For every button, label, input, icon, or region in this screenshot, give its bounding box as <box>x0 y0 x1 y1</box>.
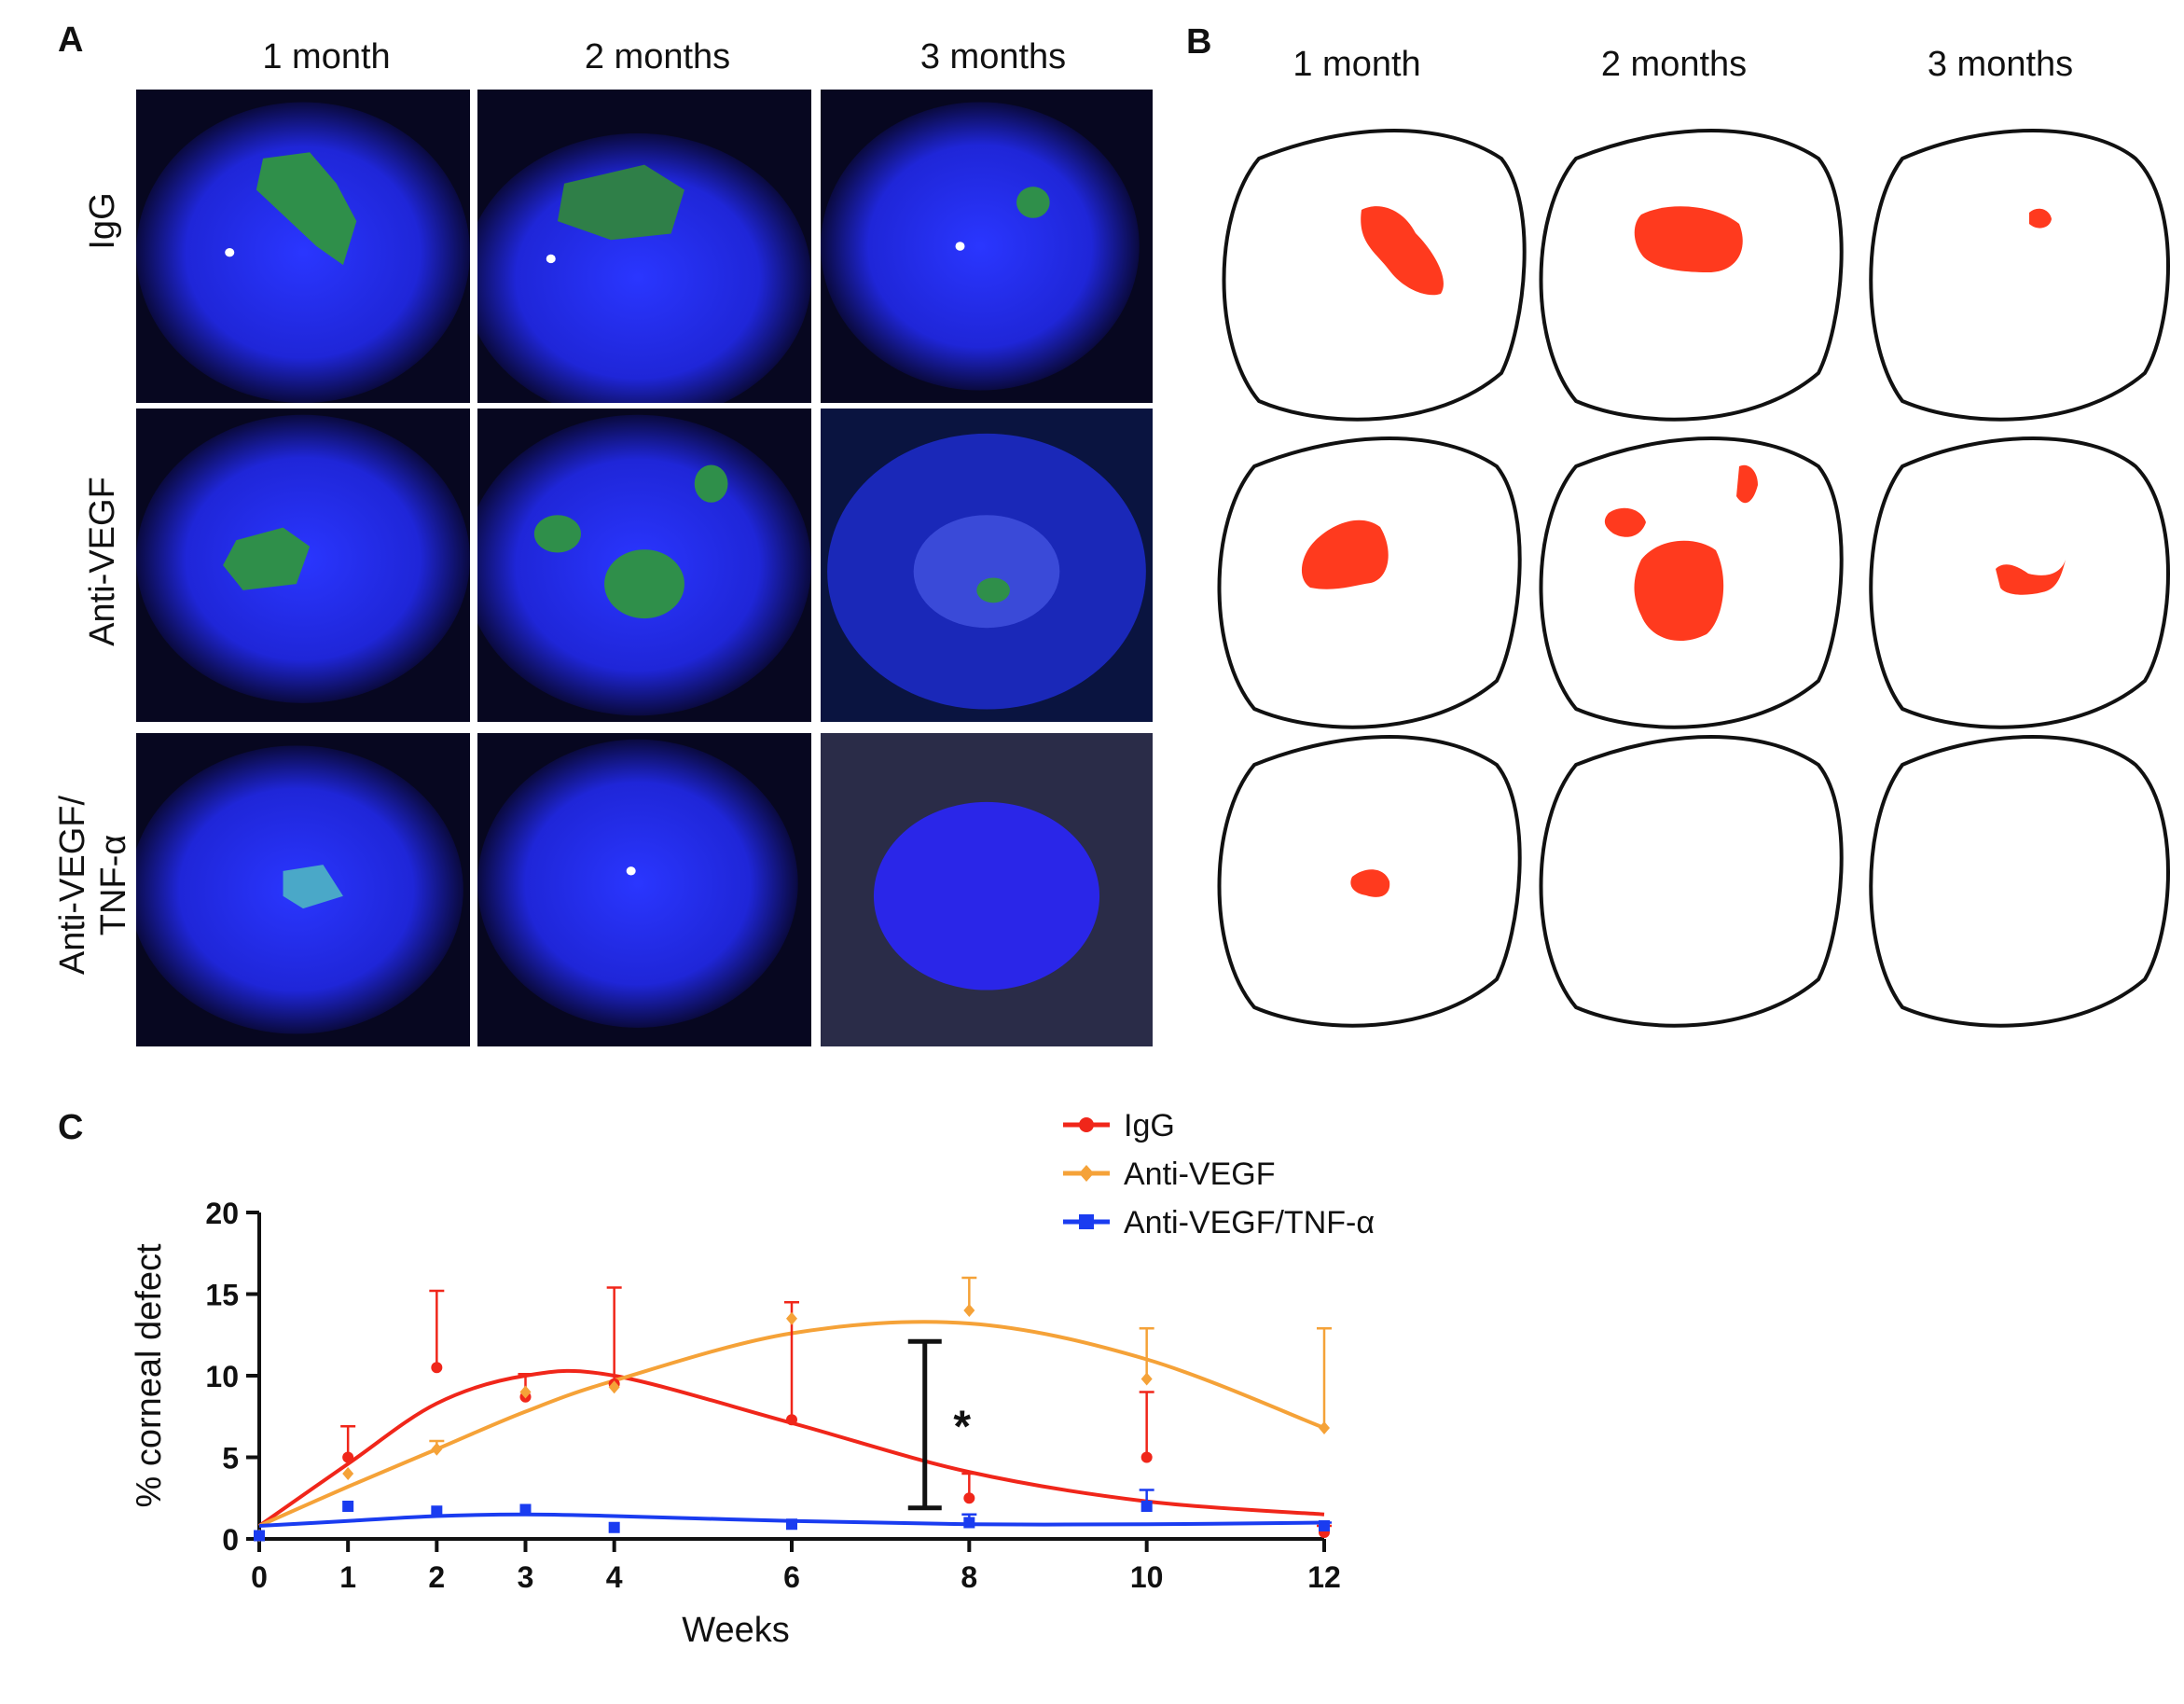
data-point <box>786 1311 797 1325</box>
data-point <box>963 1492 975 1504</box>
legend-label: IgG <box>1124 1108 1175 1143</box>
x-tick-label: 6 <box>783 1560 800 1594</box>
eye-photo-igg-2-months <box>477 90 811 403</box>
panel-a-row-anti-vegf: Anti-VEGF <box>82 412 123 711</box>
cornea-outline-igg-3 <box>1869 129 2170 422</box>
row-label-line1: Anti-VEGF/ <box>53 795 92 976</box>
y-tick-label: 10 <box>205 1360 239 1393</box>
data-point <box>342 1501 354 1512</box>
x-axis-label: Weeks <box>682 1611 789 1650</box>
legend-marker <box>1079 1117 1094 1132</box>
cornea-outline-vegf-1 <box>1217 436 1522 729</box>
data-point <box>431 1442 443 1456</box>
fit-curves <box>257 1320 1325 1528</box>
y-tick-label: 5 <box>222 1442 239 1475</box>
eye-photo-anti-vegf-1-month <box>136 409 470 722</box>
x-tick-label: 4 <box>606 1560 623 1594</box>
defect-tnf-1 <box>1350 869 1390 897</box>
x-tick-label: 12 <box>1307 1560 1341 1594</box>
eye-photo-anti-vegf-tnf-1-month <box>136 733 470 1046</box>
data-point <box>1319 1520 1330 1531</box>
cornea-outline-tnf-3 <box>1869 735 2170 1028</box>
row-label-line1: Anti-VEGF <box>83 477 122 646</box>
cornea-outline-vegf-3 <box>1869 436 2170 729</box>
eye-photo-anti-vegf-2-months <box>477 409 811 722</box>
cornea-outline-tnf-2 <box>1539 735 1844 1028</box>
data-point <box>1140 1372 1153 1386</box>
eye-photo-anti-vegf-tnf-2-months <box>477 733 811 1046</box>
cornea-outline-tnf-1 <box>1217 735 1522 1028</box>
fit-curve <box>258 1320 1325 1528</box>
data-point <box>342 1467 354 1480</box>
error-bars <box>340 1276 1332 1532</box>
x-tick-label: 0 <box>251 1560 268 1594</box>
data-point <box>431 1362 443 1374</box>
defect-vegf-2c <box>1736 464 1758 504</box>
fit-curve <box>258 1512 1325 1528</box>
data-point <box>519 1503 532 1516</box>
eye-photo-igg-1-month <box>136 90 470 403</box>
y-tick-label: 15 <box>205 1279 239 1312</box>
cornea-outline-vegf-2 <box>1539 436 1844 729</box>
data-point <box>342 1451 354 1463</box>
panel-b-col-1-month: 1 month <box>1292 45 1421 84</box>
data-point <box>608 1521 620 1533</box>
legend-marker <box>1079 1165 1094 1182</box>
defect-vegf-2b <box>1634 540 1724 642</box>
cornea-outline-igg-2 <box>1539 129 1844 422</box>
x-tick-label: 1 <box>339 1560 356 1594</box>
data-point <box>1140 1451 1153 1463</box>
data-point <box>963 1517 975 1529</box>
data-point <box>608 1380 620 1394</box>
cornea-defect-maps <box>1217 129 2170 1028</box>
defect-vegf-3 <box>1996 560 2066 595</box>
legend-label: Anti-VEGF/TNF-α <box>1124 1205 1375 1240</box>
row-label-line2: TNF-α <box>94 834 133 936</box>
x-tick-label: 10 <box>1130 1560 1164 1594</box>
data-point <box>1319 1421 1330 1434</box>
legend-marker <box>1079 1214 1094 1229</box>
panel-c-letter: C <box>58 1108 84 1147</box>
x-tick-label: 2 <box>428 1560 445 1594</box>
data-points <box>254 1304 1330 1543</box>
panel-a-col-1-month: 1 month <box>262 37 391 76</box>
panel-a-row-anti-vegf-tnf: Anti-VEGF/ TNF-α <box>52 736 134 1034</box>
chart-legend: IgG Anti-VEGF Anti-VEGF/TNF-α <box>1063 1108 1375 1240</box>
eye-photo-igg-3-months <box>821 90 1153 403</box>
significance-annotation: * <box>907 1338 971 1511</box>
data-point <box>1140 1501 1153 1512</box>
data-point <box>963 1304 975 1317</box>
data-point <box>519 1385 532 1399</box>
eye-photo-anti-vegf-3-months <box>821 409 1153 722</box>
y-axis-label: % corneal defect <box>130 1243 169 1507</box>
defect-igg-2 <box>1634 206 1743 272</box>
panel-a-letter: A <box>58 21 84 60</box>
panel-a-col-2-months: 2 months <box>584 37 731 76</box>
panel-a-row-igg: IgG <box>82 72 123 370</box>
panel-b-col-2-months: 2 months <box>1600 45 1748 84</box>
defect-vegf-1 <box>1301 520 1389 589</box>
data-point <box>431 1505 443 1517</box>
row-label-line1: IgG <box>83 192 122 250</box>
cornea-outline-igg-1 <box>1222 129 1527 422</box>
data-point <box>786 1518 797 1531</box>
data-point <box>786 1414 797 1426</box>
panel-a-col-3-months: 3 months <box>919 37 1067 76</box>
y-tick-label: 0 <box>222 1523 239 1557</box>
eye-photo-anti-vegf-tnf-3-months <box>821 733 1153 1046</box>
data-point <box>254 1530 265 1542</box>
defect-vegf-2a <box>1604 507 1646 537</box>
legend-label: Anti-VEGF <box>1124 1157 1275 1192</box>
panel-b-letter: B <box>1186 22 1212 62</box>
panel-b-col-3-months: 3 months <box>1927 45 2074 84</box>
x-tick-label: 8 <box>961 1560 977 1594</box>
defect-igg-1 <box>1361 206 1444 296</box>
y-tick-label: 20 <box>205 1197 239 1230</box>
fit-curve <box>257 1368 1325 1528</box>
x-tick-label: 3 <box>518 1560 534 1594</box>
significance-star: * <box>953 1403 971 1452</box>
defect-igg-3 <box>2029 208 2052 229</box>
